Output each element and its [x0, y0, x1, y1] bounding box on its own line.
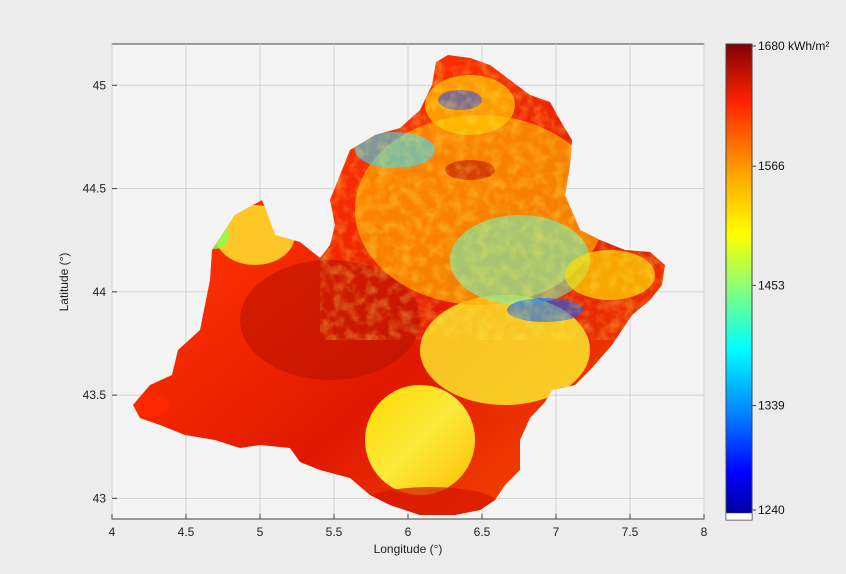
- x-tick-label: 4.5: [178, 525, 195, 539]
- y-tick-label: 43.5: [83, 388, 107, 402]
- y-tick-label: 43: [93, 491, 107, 505]
- colorbar-tick-label: 1680 kWh/m²: [758, 39, 829, 53]
- colorbar-ticks: 1680 kWh/m² 1566 1453 1339 1240: [752, 39, 829, 517]
- x-tick-label: 7: [553, 525, 560, 539]
- x-tick-label: 8: [701, 525, 708, 539]
- x-tick-label: 5.5: [326, 525, 343, 539]
- x-tick-label: 6: [405, 525, 412, 539]
- colorbar-tick-label: 1240: [758, 503, 785, 517]
- x-tick-label: 5: [257, 525, 264, 539]
- y-axis-label: Latitude (°): [57, 253, 71, 312]
- x-tick-label: 4: [109, 525, 116, 539]
- x-tick-label: 7.5: [622, 525, 639, 539]
- x-axis-label: Longitude (°): [374, 542, 443, 556]
- colorbar-tick-label: 1566: [758, 159, 785, 173]
- colorbar: [726, 44, 752, 520]
- x-tick-label: 6.5: [474, 525, 491, 539]
- colorbar-tick-label: 1339: [758, 399, 785, 413]
- y-tick-label: 45: [93, 78, 107, 92]
- colorbar-bottom-swatch: [726, 513, 752, 520]
- y-tick-label: 44: [93, 285, 107, 299]
- y-tick-label: 44.5: [83, 182, 107, 196]
- colorbar-tick-label: 1453: [758, 278, 785, 292]
